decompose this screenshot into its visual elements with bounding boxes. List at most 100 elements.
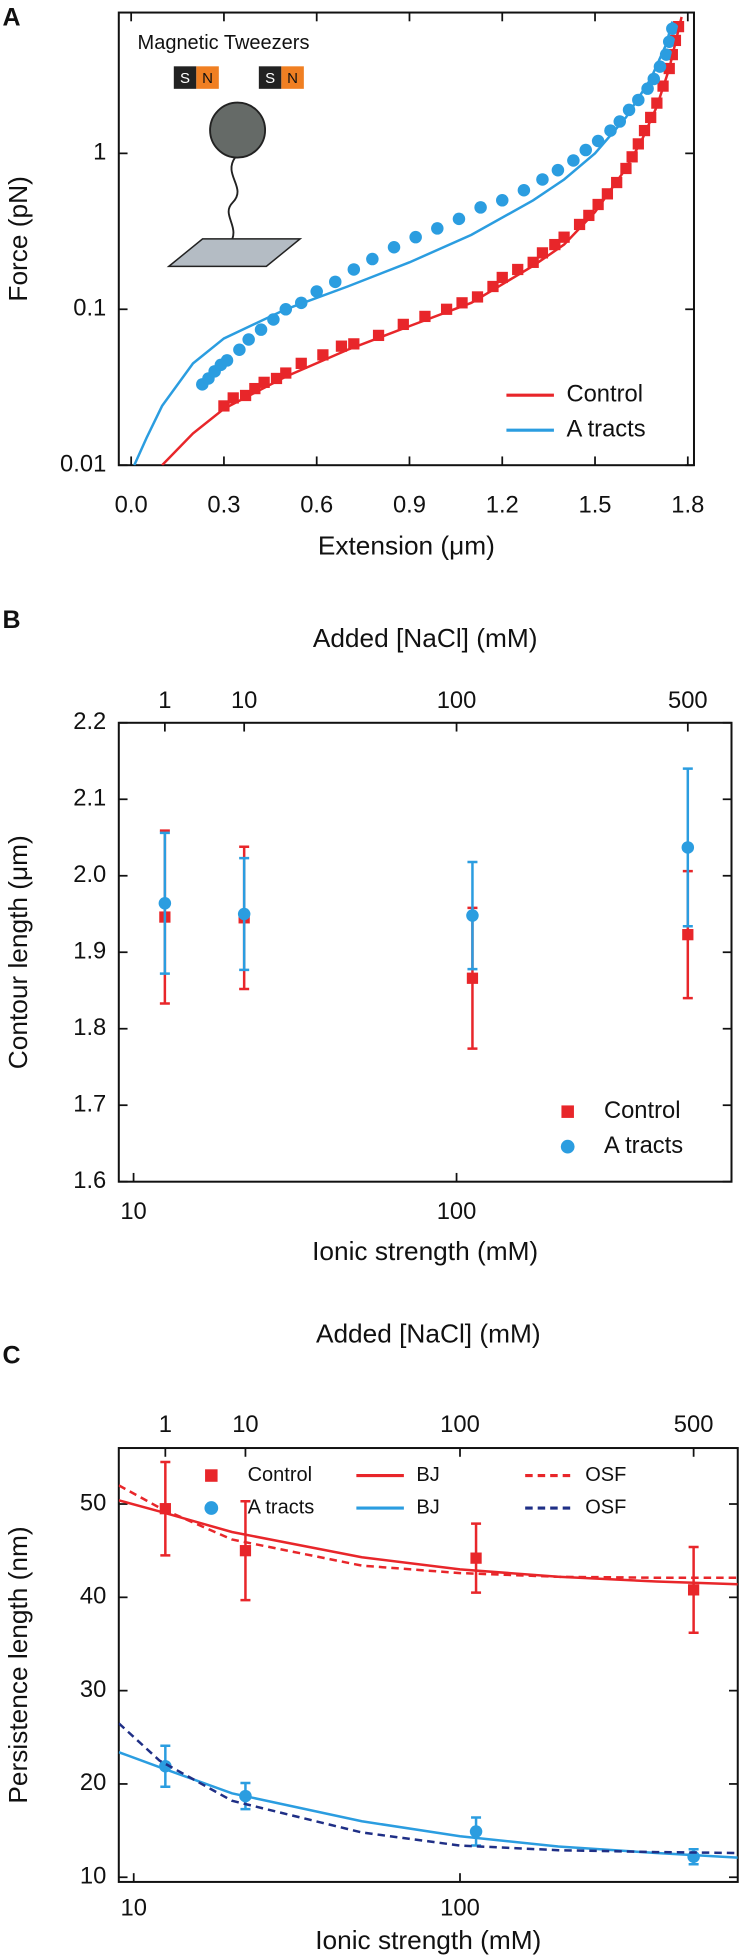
x-axis-label: Ionic strength (mM) bbox=[315, 1925, 541, 1955]
marker bbox=[387, 240, 401, 254]
x-tick-label: 10 bbox=[121, 1895, 147, 1922]
legend-swatch bbox=[561, 1105, 574, 1118]
plot-area bbox=[118, 1460, 738, 1866]
fit-line bbox=[118, 1722, 738, 1855]
y-tick-label: 1.8 bbox=[73, 1014, 106, 1041]
marker bbox=[249, 382, 261, 395]
marker bbox=[233, 343, 246, 357]
marker bbox=[419, 310, 431, 323]
marker bbox=[466, 972, 479, 984]
marker bbox=[295, 357, 307, 369]
legend-swatch bbox=[205, 1469, 218, 1482]
y-tick-label: 2.0 bbox=[73, 861, 106, 888]
marker bbox=[558, 231, 570, 243]
magnet-label: N bbox=[202, 70, 213, 87]
magnet-n bbox=[196, 66, 219, 89]
marker bbox=[512, 263, 524, 276]
plot-frame bbox=[117, 1447, 739, 1883]
marker bbox=[335, 340, 348, 352]
marker bbox=[591, 134, 605, 148]
marker bbox=[583, 209, 595, 222]
x2-tick-label: 100 bbox=[437, 687, 477, 714]
marker bbox=[573, 218, 586, 231]
marker bbox=[604, 124, 617, 137]
x2-tick-label: 1 bbox=[158, 687, 171, 714]
y-tick-label: 1.6 bbox=[73, 1167, 106, 1194]
x2-tick-label: 1 bbox=[159, 1411, 172, 1438]
marker bbox=[372, 329, 385, 342]
legend-label: BJ bbox=[416, 1496, 439, 1518]
legend-swatch bbox=[204, 1501, 219, 1515]
marker bbox=[567, 154, 580, 167]
marker bbox=[517, 183, 531, 197]
fit-line bbox=[118, 1499, 738, 1586]
x-tick-label: 0.0 bbox=[115, 492, 148, 519]
marker bbox=[469, 1825, 483, 1838]
x2-tick-label: 500 bbox=[674, 1411, 714, 1438]
marker bbox=[487, 280, 499, 293]
y-axis-label: Persistence length (nm) bbox=[3, 1526, 33, 1803]
magnet-label: S bbox=[265, 70, 275, 87]
y-tick-label: 0.1 bbox=[73, 295, 106, 322]
marker bbox=[440, 303, 453, 315]
y-tick-label: 2.1 bbox=[73, 785, 106, 812]
plot-area bbox=[133, 16, 685, 466]
marker bbox=[687, 1584, 700, 1596]
marker bbox=[431, 222, 444, 235]
legend-label: OSF bbox=[585, 1464, 626, 1486]
x2-tick-label: 10 bbox=[232, 1411, 258, 1438]
legend-label: Control bbox=[566, 380, 643, 407]
legend-swatch bbox=[560, 1139, 575, 1154]
marker bbox=[641, 82, 654, 95]
marker bbox=[638, 124, 651, 137]
dna-tether bbox=[227, 157, 239, 246]
inset-title: Magnetic Tweezers bbox=[138, 32, 310, 54]
marker bbox=[159, 1503, 171, 1515]
x-tick-label: 0.6 bbox=[300, 492, 333, 519]
marker bbox=[536, 247, 549, 259]
marker bbox=[549, 238, 561, 251]
marker bbox=[220, 354, 234, 367]
fit-line bbox=[161, 16, 683, 466]
marker bbox=[632, 138, 644, 150]
plot-area bbox=[158, 767, 695, 1050]
y-tick-label: 2.2 bbox=[73, 708, 106, 735]
magnet-s bbox=[173, 66, 197, 89]
legend-label: Control bbox=[604, 1097, 681, 1124]
marker bbox=[366, 252, 379, 266]
y-tick-label: 50 bbox=[80, 1489, 106, 1516]
marker bbox=[474, 201, 487, 214]
marker bbox=[409, 230, 422, 244]
marker bbox=[218, 400, 230, 412]
y-axis-label: Contour length (μm) bbox=[3, 835, 33, 1069]
marker bbox=[551, 163, 565, 177]
x-axis-label: Extension (μm) bbox=[318, 531, 495, 561]
marker bbox=[536, 173, 549, 186]
x-tick-label: 1.2 bbox=[486, 492, 519, 519]
x-tick-label: 10 bbox=[120, 1198, 146, 1225]
legend-label: A tracts bbox=[604, 1132, 683, 1159]
marker bbox=[348, 338, 360, 350]
y-tick-label: 10 bbox=[80, 1863, 106, 1890]
marker bbox=[471, 291, 484, 303]
fit-line bbox=[133, 21, 674, 466]
magnet-label: N bbox=[287, 70, 298, 87]
marker bbox=[310, 285, 323, 298]
x-tick-label: 100 bbox=[437, 1198, 477, 1225]
marker bbox=[227, 392, 239, 404]
magnet-n bbox=[281, 66, 304, 89]
y-tick-label: 1 bbox=[93, 139, 106, 166]
marker bbox=[239, 1545, 252, 1557]
panel-letter: C bbox=[3, 1341, 21, 1369]
x2-tick-label: 10 bbox=[231, 687, 257, 714]
x2-tick-label: 500 bbox=[668, 687, 708, 714]
x-tick-label: 0.9 bbox=[393, 492, 426, 519]
y-tick-label: 30 bbox=[80, 1676, 106, 1703]
marker bbox=[452, 212, 466, 226]
surface bbox=[166, 238, 303, 268]
x-tick-label: 0.3 bbox=[207, 492, 240, 519]
legend-label: BJ bbox=[416, 1464, 439, 1486]
marker bbox=[682, 929, 694, 941]
marker bbox=[270, 372, 283, 385]
